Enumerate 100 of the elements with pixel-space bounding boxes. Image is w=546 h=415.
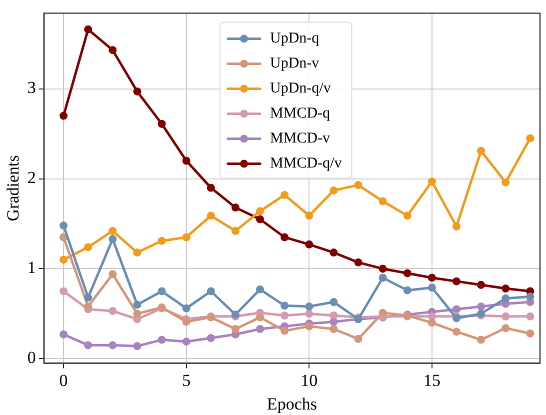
- point: [60, 287, 68, 296]
- point: [477, 280, 486, 289]
- point: [502, 294, 510, 302]
- point: [60, 222, 68, 230]
- point: [428, 318, 436, 327]
- point: [133, 300, 142, 309]
- point: [354, 258, 362, 266]
- point: [280, 326, 289, 335]
- point: [84, 25, 92, 34]
- point: [256, 285, 264, 294]
- x-tick-label: 15: [423, 370, 440, 390]
- y-tick-label: 1: [27, 258, 36, 278]
- legend-label: MMCD-q: [270, 106, 331, 122]
- point: [108, 226, 117, 235]
- point: [305, 240, 314, 248]
- point: [84, 302, 92, 311]
- point: [403, 286, 412, 294]
- point: [256, 215, 264, 224]
- point: [133, 248, 142, 257]
- point: [354, 334, 362, 343]
- point: [428, 177, 436, 186]
- point: [330, 186, 338, 194]
- legend-label: MMCD-q/v: [270, 156, 342, 172]
- point: [452, 328, 460, 336]
- point: [502, 324, 510, 332]
- point: [305, 310, 314, 318]
- point: [428, 284, 436, 292]
- point: [502, 178, 510, 186]
- point: [60, 330, 68, 338]
- point: [280, 233, 289, 242]
- point: [182, 304, 190, 312]
- point: [330, 298, 338, 306]
- point: [526, 312, 534, 320]
- point: [206, 287, 215, 296]
- point: [280, 312, 289, 320]
- y-tick-label: 2: [27, 168, 36, 188]
- legend-label: UpDn-q/v: [270, 80, 332, 97]
- point: [206, 334, 215, 342]
- point: [502, 312, 510, 320]
- point: [158, 120, 166, 128]
- point: [305, 302, 314, 311]
- point: [403, 212, 412, 220]
- y-tick-label: 0: [27, 348, 36, 368]
- point: [378, 308, 387, 317]
- point: [378, 274, 387, 282]
- point: [305, 322, 314, 330]
- point: [108, 270, 117, 278]
- point: [182, 318, 190, 326]
- legend-label: MMCD-v: [270, 130, 331, 147]
- point: [108, 46, 117, 54]
- point: [330, 325, 338, 334]
- point: [158, 287, 166, 296]
- point: [158, 236, 166, 245]
- x-axis-title: Epochs: [266, 394, 317, 414]
- point: [84, 294, 92, 302]
- point: [182, 233, 190, 242]
- point: [428, 274, 436, 282]
- point: [158, 336, 166, 344]
- point: [330, 312, 338, 320]
- point: [477, 302, 486, 311]
- point: [452, 222, 460, 230]
- point: [256, 325, 264, 334]
- point: [502, 284, 510, 293]
- point: [231, 325, 240, 334]
- point: [280, 190, 289, 199]
- legend-label: UpDn-q: [270, 30, 320, 47]
- point: [182, 338, 190, 346]
- point: [280, 302, 289, 310]
- point: [60, 256, 68, 264]
- point: [60, 112, 68, 120]
- y-tick-label: 3: [27, 78, 36, 98]
- x-tick-label: 0: [59, 370, 68, 390]
- x-tick-label: 5: [182, 370, 191, 390]
- point: [84, 341, 92, 350]
- point: [256, 207, 264, 216]
- point: [84, 243, 92, 252]
- point: [256, 313, 264, 322]
- point: [133, 310, 142, 318]
- point: [452, 277, 460, 286]
- point: [133, 342, 142, 350]
- x-tick-label: 10: [300, 370, 318, 390]
- point: [378, 264, 387, 273]
- legend-label: UpDn-v: [270, 56, 320, 72]
- point: [526, 134, 534, 142]
- point: [452, 305, 460, 314]
- point: [477, 146, 486, 155]
- point: [403, 269, 412, 278]
- point: [108, 307, 117, 316]
- point: [231, 204, 240, 212]
- point: [526, 292, 534, 301]
- point: [378, 197, 387, 206]
- point: [330, 248, 338, 257]
- point: [182, 156, 190, 165]
- point: [477, 336, 486, 344]
- point: [354, 181, 362, 190]
- point: [231, 226, 240, 235]
- point: [305, 212, 314, 220]
- point: [108, 341, 117, 350]
- point: [133, 87, 142, 96]
- point: [526, 330, 534, 338]
